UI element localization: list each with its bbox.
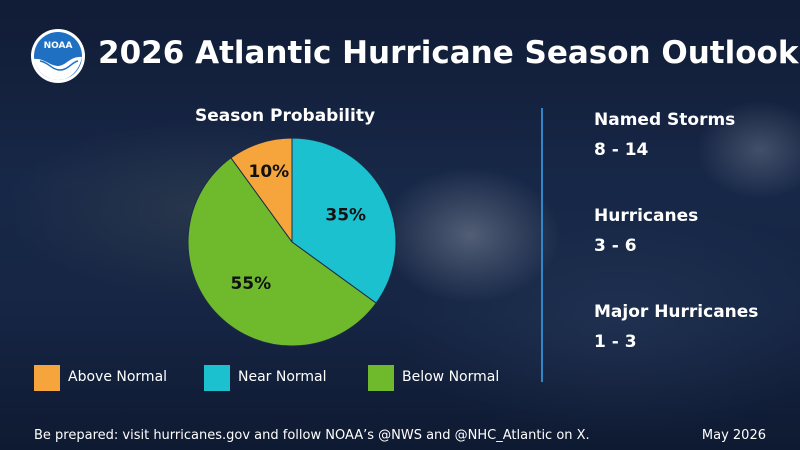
pie-chart: 10% 35% 55% xyxy=(186,136,398,348)
footer-message: Be prepared: visit hurricanes.gov and fo… xyxy=(34,428,590,443)
stat-value-major-hurricanes: 1 - 3 xyxy=(594,332,637,352)
footer-date: May 2026 xyxy=(701,428,766,443)
stat-label-hurricanes: Hurricanes xyxy=(594,206,699,226)
legend-swatch-above-normal xyxy=(34,365,60,391)
pie-chart-svg: 10% 35% 55% xyxy=(187,137,397,347)
legend-label-below-normal: Below Normal xyxy=(402,369,500,385)
legend-label-near-normal: Near Normal xyxy=(238,369,327,385)
pie-data-label-below-normal: 55% xyxy=(230,274,271,294)
stat-value-named-storms: 8 - 14 xyxy=(594,140,649,160)
page-title: 2026 Atlantic Hurricane Season Outlook xyxy=(98,35,799,71)
legend-label-above-normal: Above Normal xyxy=(68,369,168,385)
chart-title: Season Probability xyxy=(194,106,376,126)
chart-legend: Above Normal Near Normal Below Normal xyxy=(34,365,514,391)
stat-major-hurricanes: Major Hurricanes 1 - 3 xyxy=(594,300,794,354)
legend-swatch-near-normal xyxy=(204,365,230,391)
stat-hurricanes: Hurricanes 3 - 6 xyxy=(594,204,794,258)
stat-named-storms: Named Storms 8 - 14 xyxy=(594,108,794,162)
pie-data-label-near-normal: 35% xyxy=(325,206,366,226)
pie-slice-near-normal xyxy=(291,137,397,304)
stat-value-hurricanes: 3 - 6 xyxy=(594,236,637,256)
stat-label-named-storms: Named Storms xyxy=(594,110,736,130)
noaa-logo: NOAA xyxy=(30,28,86,84)
stat-label-major-hurricanes: Major Hurricanes xyxy=(594,302,759,322)
legend-swatch-below-normal xyxy=(368,365,394,391)
pie-slice-below-normal xyxy=(187,157,377,347)
vertical-divider xyxy=(541,108,543,382)
pie-data-label-above-normal: 10% xyxy=(249,162,290,182)
logo-text: NOAA xyxy=(44,41,73,51)
